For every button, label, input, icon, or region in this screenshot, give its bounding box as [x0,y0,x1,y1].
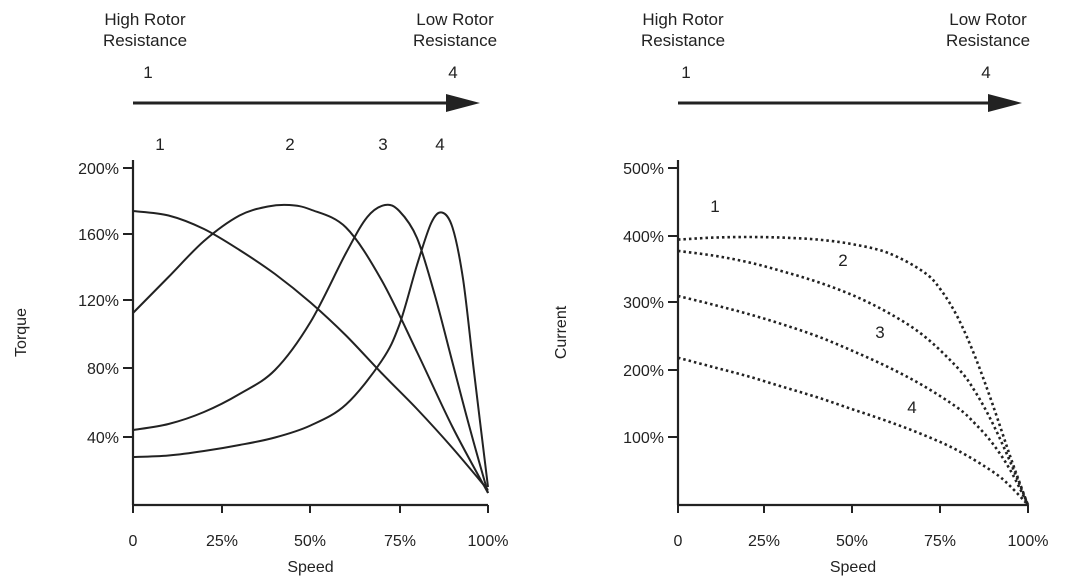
x-axis-label: Speed [830,559,876,576]
series-line-2 [132,203,489,494]
low-rotor-resistance-label: Low Rotor Resistance [946,10,1030,50]
x-tick-label: 50% [836,533,868,550]
arrow-end-number: 4 [981,63,990,82]
x-tick-label: 0 [129,533,138,550]
x-tick-label: 75% [384,533,416,550]
curve-label-4: 4 [907,398,916,417]
resistance-arrow-head [988,94,1022,112]
chart-2: High Rotor Resistance Low Rotor Resistance 1… [553,10,1048,576]
series-line-3 [132,203,489,494]
x-tick-label: 25% [206,533,238,550]
low-rotor-resistance-label-line: Resistance [946,31,1030,50]
series-line-3 [677,294,1030,506]
high-rotor-resistance-label-line: Resistance [641,31,725,50]
y-tick-label: 160% [78,227,119,244]
y-tick-label: 40% [87,430,119,447]
x-axis-label: Speed [287,559,333,576]
low-rotor-resistance-label: Low Rotor Resistance [413,10,497,50]
curve-label-1: 1 [155,135,164,154]
high-rotor-resistance-label: High Rotor Resistance [641,10,725,50]
y-tick-label: 400% [623,229,664,246]
x-tick-label: 75% [924,533,956,550]
x-tick-label: 100% [468,533,509,550]
y-tick-label: 300% [623,295,664,312]
high-rotor-resistance-label: High Rotor Resistance [103,10,187,50]
curve-label-1: 1 [710,197,719,216]
series-line-2 [677,249,1030,506]
series-line-4 [677,356,1029,506]
low-rotor-resistance-label-line: Resistance [413,31,497,50]
curve-label-2: 2 [838,251,847,270]
arrow-end-number: 4 [448,63,457,82]
high-rotor-resistance-label-line: High Rotor [104,10,186,29]
y-tick-label: 500% [623,161,664,178]
y-tick-label: 200% [623,363,664,380]
low-rotor-resistance-label-line: Low Rotor [949,10,1027,29]
y-axis-label: Torque [13,308,30,357]
x-tick-label: 100% [1008,533,1049,550]
resistance-arrow-head [446,94,480,112]
arrow-start-number: 1 [143,63,152,82]
x-tick-label: 50% [294,533,326,550]
chart-1: High Rotor Resistance Low Rotor Resistance 1… [13,10,508,576]
series-line-1 [132,210,489,491]
y-tick-label: 80% [87,361,119,378]
curve-label-3: 3 [378,135,387,154]
x-tick-label: 25% [748,533,780,550]
curve-label-3: 3 [875,323,884,342]
y-axis-label: Current [553,305,570,359]
curve-label-4: 4 [435,135,444,154]
low-rotor-resistance-label-line: Low Rotor [416,10,494,29]
arrow-start-number: 1 [681,63,690,82]
high-rotor-resistance-label-line: High Rotor [642,10,724,29]
curve-label-2: 2 [285,135,294,154]
series-line-4 [132,211,489,488]
y-tick-label: 120% [78,293,119,310]
x-tick-label: 0 [674,533,683,550]
series-line-1 [677,235,1030,506]
high-rotor-resistance-label-line: Resistance [103,31,187,50]
y-tick-label: 200% [78,161,119,178]
y-tick-label: 100% [623,430,664,447]
